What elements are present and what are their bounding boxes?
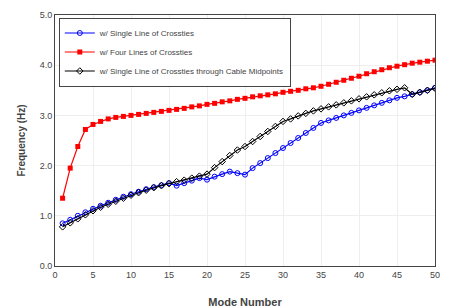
svg-text:Frequency (Hz): Frequency (Hz): [16, 104, 27, 176]
svg-text:w/ Single Line of Crossties th: w/ Single Line of Crossties through Cabl…: [99, 67, 283, 76]
svg-text:15: 15: [164, 270, 174, 280]
svg-text:3.0: 3.0: [40, 111, 53, 121]
svg-text:w/ Four Lines of Crossties: w/ Four Lines of Crossties: [99, 48, 192, 57]
svg-text:2.0: 2.0: [40, 161, 53, 171]
svg-text:Mode Number: Mode Number: [208, 296, 282, 308]
svg-text:45: 45: [392, 270, 402, 280]
svg-text:5.0: 5.0: [40, 10, 53, 20]
svg-text:1.0: 1.0: [40, 211, 53, 221]
svg-text:w/ Single Line of Crossties: w/ Single Line of Crossties: [99, 29, 194, 38]
svg-text:50: 50: [430, 270, 440, 280]
svg-text:30: 30: [278, 270, 288, 280]
svg-text:10: 10: [126, 270, 136, 280]
svg-text:5: 5: [90, 270, 95, 280]
svg-text:0: 0: [52, 270, 57, 280]
svg-text:0.0: 0.0: [40, 261, 53, 271]
svg-text:4.0: 4.0: [40, 60, 53, 70]
svg-text:40: 40: [354, 270, 364, 280]
svg-text:35: 35: [316, 270, 326, 280]
svg-text:20: 20: [202, 270, 212, 280]
svg-text:25: 25: [240, 270, 250, 280]
